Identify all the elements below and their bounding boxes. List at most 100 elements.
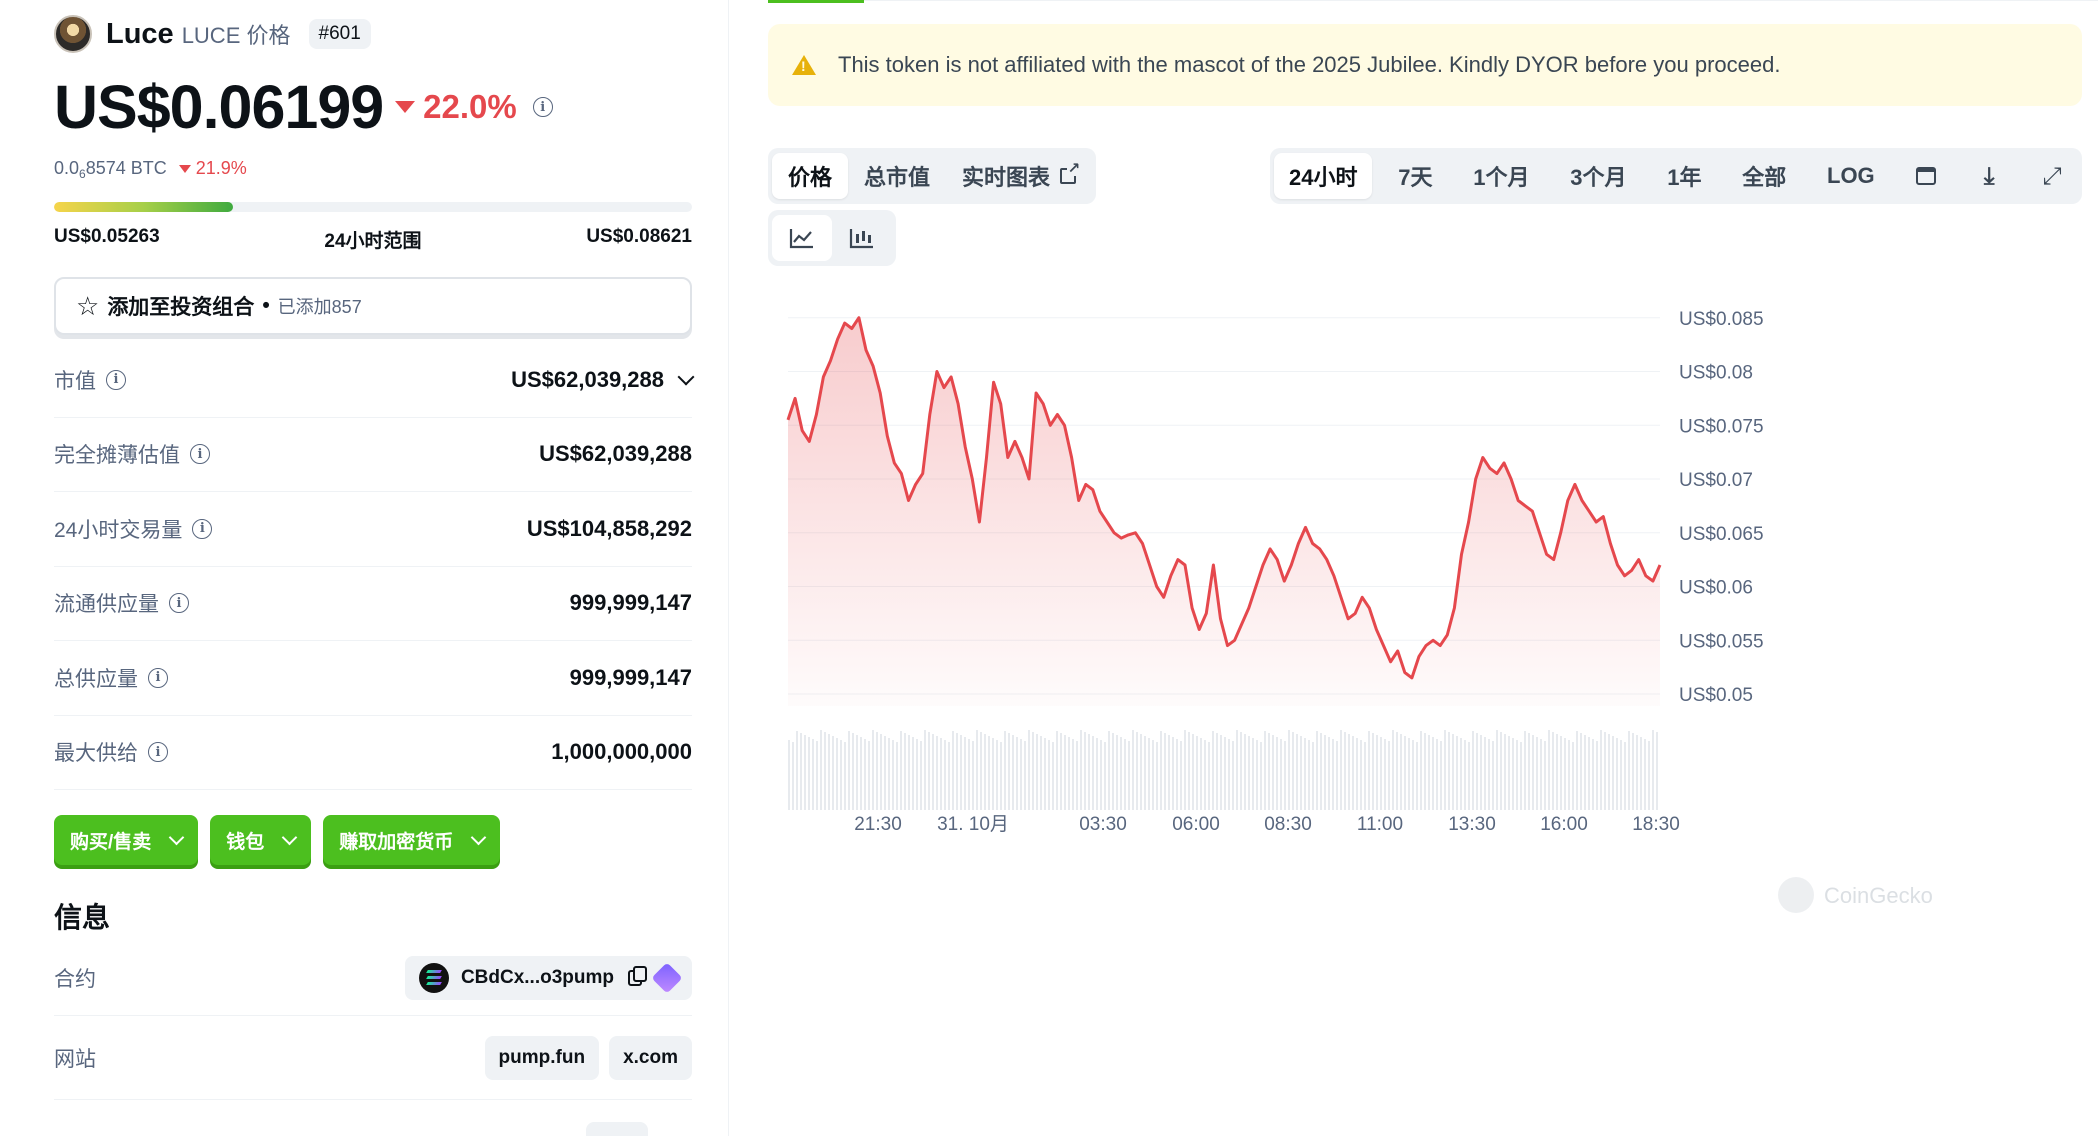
tab-live-chart[interactable]: 实时图表	[946, 153, 1092, 199]
volume-bar	[1444, 730, 1446, 810]
volume-bar	[1264, 731, 1266, 810]
tab-price[interactable]: 价格	[772, 153, 849, 199]
stat-label: 完全摊薄估值	[54, 444, 180, 468]
volume-bar	[1480, 735, 1482, 810]
top-border	[864, 0, 2098, 1]
volume-bar	[1024, 741, 1026, 810]
volume-bar	[1148, 738, 1150, 810]
fullscreen-button[interactable]: ⤢	[2026, 153, 2078, 199]
volume-bar	[1448, 732, 1450, 810]
volume-bar	[1364, 742, 1366, 810]
info-icon[interactable]: i	[192, 518, 213, 539]
price-chart[interactable]: US$0.09US$0.085US$0.08US$0.075US$0.07US$…	[768, 300, 2098, 1136]
volume-bar	[1656, 732, 1658, 810]
volume-bar	[1352, 736, 1354, 810]
volume-bar	[1436, 739, 1438, 810]
stat-label: 市值	[54, 369, 96, 393]
info-icon[interactable]: i	[532, 97, 553, 117]
stat-fdv: 完全摊薄估值 i US$62,039,288	[54, 418, 692, 492]
volume-bar	[836, 738, 838, 810]
volume-bar	[1164, 733, 1166, 810]
stat-value: 1,000,000,000	[551, 739, 692, 765]
volume-bar	[1180, 741, 1182, 810]
range-bar	[54, 202, 692, 212]
tab-1m[interactable]: 1个月	[1473, 165, 1530, 190]
volume-bar	[880, 734, 882, 810]
volume-bar	[1316, 731, 1318, 810]
price-change-24h: 22.0%	[395, 88, 517, 126]
volume-bar	[1320, 733, 1322, 810]
info-icon[interactable]: i	[148, 742, 168, 763]
buy-sell-button[interactable]: 购买/售卖	[54, 815, 199, 865]
volume-bar	[860, 737, 862, 810]
volume-bar	[1248, 736, 1250, 810]
download-button[interactable]: ⤓	[1963, 153, 2015, 199]
more-chip[interactable]	[586, 1122, 648, 1136]
explorer-icon[interactable]	[651, 961, 683, 994]
tab-24h[interactable]: 24小时	[1274, 153, 1373, 199]
tab-1y[interactable]: 1年	[1667, 165, 1702, 190]
volume-bar	[892, 740, 894, 810]
tab-all[interactable]: 全部	[1742, 165, 1787, 190]
volume-bar	[1548, 730, 1550, 810]
volume-bar	[1644, 739, 1646, 810]
x-tick-label: 13:30	[1448, 814, 1496, 835]
add-to-portfolio-button[interactable]: ☆ 添加至投资组合 • 已添加857	[54, 277, 692, 335]
volume-bar	[1188, 732, 1190, 810]
market-cap-dropdown[interactable]: US$62,039,288	[511, 367, 695, 393]
copy-icon[interactable]	[628, 965, 647, 986]
website-link-x[interactable]: x.com	[609, 1035, 692, 1080]
info-icon[interactable]: i	[148, 667, 168, 688]
info-icon[interactable]: i	[106, 369, 126, 390]
line-chart-button[interactable]	[772, 215, 832, 261]
time-range-tabs: 24小时 7天 1个月 3个月 1年 全部 LOG ⤓ ⤢	[1270, 148, 2082, 204]
earn-crypto-button[interactable]: 赚取加密货币	[323, 815, 501, 865]
wallet-button[interactable]: 钱包	[210, 815, 312, 865]
info-icon[interactable]: i	[190, 444, 210, 465]
volume-bar	[1592, 739, 1594, 810]
volume-bar	[1528, 733, 1530, 810]
volume-bar	[820, 730, 822, 810]
btc-change: 21.9%	[178, 158, 247, 179]
volume-bar	[1372, 733, 1374, 810]
volume-bar	[1308, 740, 1310, 810]
volume-bar	[1140, 734, 1142, 810]
star-icon: ☆	[76, 291, 100, 321]
volume-bar	[1420, 731, 1422, 810]
volume-bar	[1200, 738, 1202, 810]
tab-7d[interactable]: 7天	[1398, 165, 1433, 190]
action-buttons: 购买/售卖 钱包 赚取加密货币	[54, 815, 501, 865]
volume-bar	[804, 735, 806, 810]
rank-badge: #601	[308, 19, 371, 49]
tab-log[interactable]: LOG	[1827, 163, 1875, 188]
volume-bars	[788, 730, 1658, 810]
volume-bar	[1464, 740, 1466, 810]
volume-bar	[1484, 737, 1486, 810]
tab-market-cap[interactable]: 总市值	[864, 165, 931, 190]
volume-bar	[1048, 740, 1050, 810]
warning-icon	[792, 55, 816, 75]
volume-bar	[1040, 736, 1042, 810]
contract-chip[interactable]: CBdCx...o3pump	[404, 955, 692, 1000]
volume-bar	[896, 742, 898, 810]
tab-3m[interactable]: 3个月	[1570, 165, 1627, 190]
volume-bar	[1100, 740, 1102, 810]
volume-bar	[920, 741, 922, 810]
volume-bar	[1092, 736, 1094, 810]
contract-label: 合约	[54, 967, 96, 991]
info-icon[interactable]: i	[169, 593, 189, 614]
volume-bar	[1160, 731, 1162, 810]
wallet-label: 钱包	[226, 831, 265, 853]
volume-bar	[816, 741, 818, 810]
volume-bar	[928, 732, 930, 810]
volume-bar	[1636, 735, 1638, 810]
calendar-button[interactable]	[1900, 153, 1952, 199]
volume-bar	[1216, 733, 1218, 810]
website-link-pump[interactable]: pump.fun	[484, 1035, 600, 1080]
volume-bar	[1380, 737, 1382, 810]
volume-bar	[1104, 742, 1106, 810]
volume-bar	[1272, 735, 1274, 810]
volume-bar	[1560, 736, 1562, 810]
candlestick-chart-button[interactable]	[832, 215, 892, 261]
volume-bar	[848, 731, 850, 810]
